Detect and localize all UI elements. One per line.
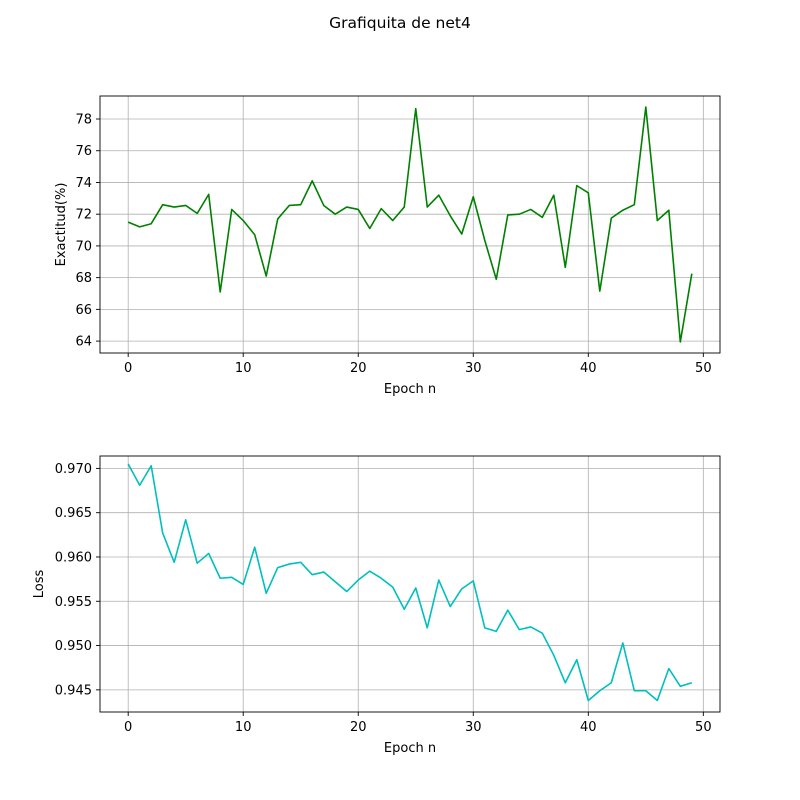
accuracy-ytick-label-3: 70: [75, 239, 92, 254]
loss-xtick-label-1: 10: [235, 720, 252, 735]
accuracy-ytick-label-6: 76: [75, 144, 92, 159]
accuracy-xtick-label-5: 50: [695, 361, 712, 376]
loss-ytick-label-5: 0.970: [55, 462, 92, 477]
accuracy-ytick-label-2: 68: [75, 271, 92, 286]
accuracy-xtick-label-2: 20: [350, 361, 367, 376]
loss-yaxis-label: Loss: [32, 570, 47, 599]
accuracy-ytick-label-4: 72: [75, 208, 92, 223]
loss-xtick-label-5: 50: [695, 720, 712, 735]
loss-xtick-label-0: 0: [124, 720, 132, 735]
loss-ytick-label-1: 0.950: [55, 639, 92, 654]
accuracy-axes-frame: [99, 95, 721, 354]
accuracy-xaxis-label: Epoch n: [384, 382, 436, 397]
accuracy-xtick-label-3: 30: [465, 361, 482, 376]
accuracy-series-line-0: [127, 106, 693, 343]
loss-xtick-label-4: 40: [580, 720, 597, 735]
loss-ytick-label-4: 0.965: [55, 506, 92, 521]
loss-xtick-label-2: 20: [350, 720, 367, 735]
loss-ytick-label-3: 0.960: [55, 550, 92, 565]
accuracy-xtick-label-1: 10: [235, 361, 252, 376]
loss-xtick-label-3: 30: [465, 720, 482, 735]
loss-ytick-label-2: 0.955: [55, 595, 92, 610]
accuracy-ytick-label-0: 64: [75, 335, 92, 350]
loss-subplot: 0 10 20 30 40 50 0.945 0.950 0.955 0.960 0.965 0.97…: [32, 455, 721, 756]
figure-title: Grafiquita de net4: [329, 14, 471, 32]
accuracy-xtick-label-0: 0: [124, 361, 132, 376]
loss-ytick-label-0: 0.945: [55, 683, 92, 698]
accuracy-ytick-label-1: 66: [75, 303, 92, 318]
loss-axes-frame: [99, 455, 721, 713]
accuracy-xtick-label-4: 40: [580, 361, 597, 376]
loss-series-line-0: [127, 463, 693, 702]
accuracy-ytick-label-7: 78: [75, 113, 92, 128]
accuracy-subplot: 0 10 20 30 40 50 64 66 68 70 72 74 76 78 Epoch n Exacti…: [54, 95, 721, 397]
accuracy-ytick-label-5: 74: [75, 176, 92, 191]
accuracy-yaxis-label: Exactitud(%): [54, 183, 69, 267]
loss-xaxis-label: Epoch n: [384, 741, 436, 756]
